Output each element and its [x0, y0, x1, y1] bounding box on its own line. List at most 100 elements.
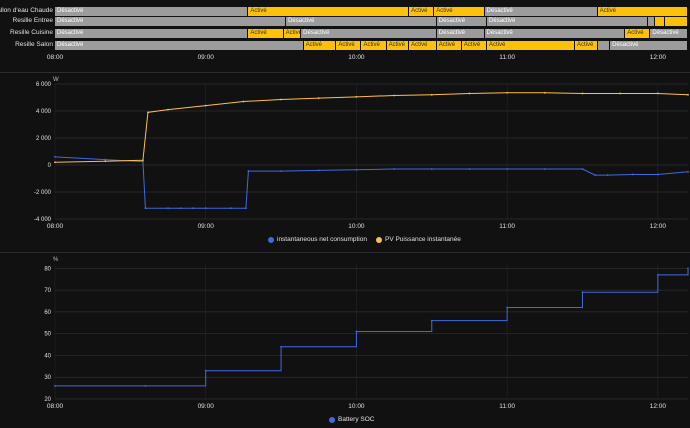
data-point[interactable] — [430, 319, 433, 322]
data-point[interactable] — [506, 306, 509, 309]
data-point[interactable] — [144, 207, 147, 210]
data-point[interactable] — [506, 91, 509, 94]
timeline-segment-on[interactable]: Activé — [436, 41, 462, 50]
legend-battery-soc-label[interactable]: Battery SOC — [338, 416, 375, 423]
data-point[interactable] — [594, 174, 596, 177]
data-point[interactable] — [280, 345, 282, 348]
data-point[interactable] — [280, 170, 282, 172]
data-point[interactable] — [192, 207, 195, 210]
data-point[interactable] — [543, 91, 546, 94]
timeline-segment-off[interactable]: Désactivé — [650, 29, 688, 38]
data-point[interactable] — [317, 97, 320, 100]
data-point[interactable] — [581, 291, 584, 294]
timeline-segment-off[interactable]: Désactivé — [286, 17, 437, 26]
data-point[interactable] — [355, 168, 358, 171]
data-point[interactable] — [104, 160, 107, 163]
timeline-segment-off[interactable]: Désactivé — [484, 7, 598, 16]
timeline-segment-off[interactable]: Désactivé — [484, 29, 626, 38]
x-tick-label: 08:00 — [47, 223, 64, 230]
timeline-segment-on[interactable]: Activé — [361, 41, 387, 50]
timeline-segment-on[interactable]: Activé — [283, 29, 302, 38]
data-point[interactable] — [430, 168, 433, 170]
data-point[interactable] — [656, 173, 659, 176]
timeline-segment-on[interactable]: Activé — [336, 41, 362, 50]
data-point[interactable] — [204, 369, 207, 372]
timeline-segment-on[interactable]: Activé — [409, 7, 435, 16]
timeline-segment-on[interactable]: Activé — [625, 29, 651, 38]
data-point[interactable] — [245, 207, 247, 210]
legend-net-consumption-label[interactable]: instantaneous net consumption — [277, 236, 367, 243]
timeline-segment-on[interactable]: Activé — [409, 41, 437, 50]
timeline-row-label: Resille Entree — [12, 17, 53, 24]
timeline-segment-off[interactable]: Désactivé — [55, 7, 249, 16]
data-point[interactable] — [393, 168, 396, 170]
timeline-segment-on[interactable] — [655, 17, 666, 26]
timeline-segment-on[interactable]: Activé — [434, 7, 485, 16]
data-point[interactable] — [687, 93, 689, 96]
data-point[interactable] — [142, 160, 144, 163]
timeline-segment-off[interactable]: Désactivé — [436, 29, 485, 38]
data-point[interactable] — [204, 104, 207, 107]
timeline-segment-on[interactable]: Activé — [248, 7, 410, 16]
data-point[interactable] — [468, 92, 471, 95]
data-point[interactable] — [606, 174, 609, 177]
timeline-segment-off[interactable] — [597, 41, 611, 50]
data-point[interactable] — [54, 156, 56, 158]
data-point[interactable] — [54, 385, 56, 387]
legend-pv-label[interactable]: PV Puissance instantanée — [384, 236, 461, 243]
series-line-0[interactable] — [55, 268, 689, 387]
data-point[interactable] — [581, 168, 584, 170]
data-point[interactable] — [242, 100, 245, 103]
data-point[interactable] — [355, 95, 358, 98]
data-point[interactable] — [167, 108, 169, 111]
timeline-segment-off[interactable]: Désactivé — [55, 41, 304, 50]
timeline-segment-off[interactable]: Désactivé — [487, 17, 648, 26]
legend-battery-soc-swatch[interactable] — [329, 416, 335, 423]
data-point[interactable] — [687, 267, 689, 270]
data-point[interactable] — [204, 207, 207, 210]
data-point[interactable] — [543, 168, 546, 170]
data-point[interactable] — [631, 173, 634, 176]
data-point[interactable] — [619, 92, 622, 95]
timeline-segment-on[interactable]: Activé — [597, 7, 688, 16]
data-point[interactable] — [393, 94, 396, 97]
timeline-segment-off[interactable] — [647, 17, 656, 26]
data-point[interactable] — [355, 330, 358, 333]
timeline-segment-off[interactable]: Désactivé — [610, 41, 688, 50]
data-point[interactable] — [147, 111, 149, 114]
y-tick-label: -2 000 — [34, 190, 52, 196]
timeline-segment-on[interactable]: Activé — [303, 41, 337, 50]
timeline-segment-on[interactable]: Activé — [386, 41, 410, 50]
data-point[interactable] — [229, 207, 232, 210]
data-point[interactable] — [280, 98, 282, 101]
legend-net-consumption-swatch[interactable] — [268, 236, 274, 243]
timeline-segment-on[interactable]: Activé — [487, 41, 575, 50]
data-point[interactable] — [468, 168, 471, 170]
legend-pv-swatch[interactable] — [375, 236, 382, 243]
data-point[interactable] — [687, 170, 689, 173]
data-point[interactable] — [54, 161, 56, 164]
data-point[interactable] — [179, 207, 182, 210]
timeline-segment-off[interactable]: Désactivé — [55, 17, 287, 26]
data-point[interactable] — [247, 170, 250, 172]
timeline-segment-on[interactable]: Activé — [574, 41, 598, 50]
data-point[interactable] — [144, 385, 147, 387]
timeline-segment-off[interactable]: Désactivé — [436, 17, 488, 26]
data-point[interactable] — [656, 92, 659, 95]
timeline-segment-off[interactable]: Désactivé — [301, 29, 437, 38]
timeline-segment-on[interactable] — [665, 17, 688, 26]
timeline-segment-on[interactable]: Activé — [461, 41, 488, 50]
timeline-segment-off[interactable]: Désactivé — [55, 29, 249, 38]
data-point[interactable] — [581, 92, 584, 95]
data-point[interactable] — [506, 168, 509, 170]
timeline-segment-on[interactable]: Activé — [248, 29, 284, 38]
series-line-1[interactable] — [54, 92, 689, 163]
series-line-0[interactable] — [54, 156, 689, 209]
x-tick-label: 12:00 — [650, 54, 667, 61]
data-point[interactable] — [104, 158, 107, 161]
data-point[interactable] — [430, 93, 433, 96]
data-point[interactable] — [317, 169, 320, 172]
data-point[interactable] — [142, 159, 144, 162]
data-point[interactable] — [167, 207, 169, 210]
data-point[interactable] — [656, 273, 659, 276]
